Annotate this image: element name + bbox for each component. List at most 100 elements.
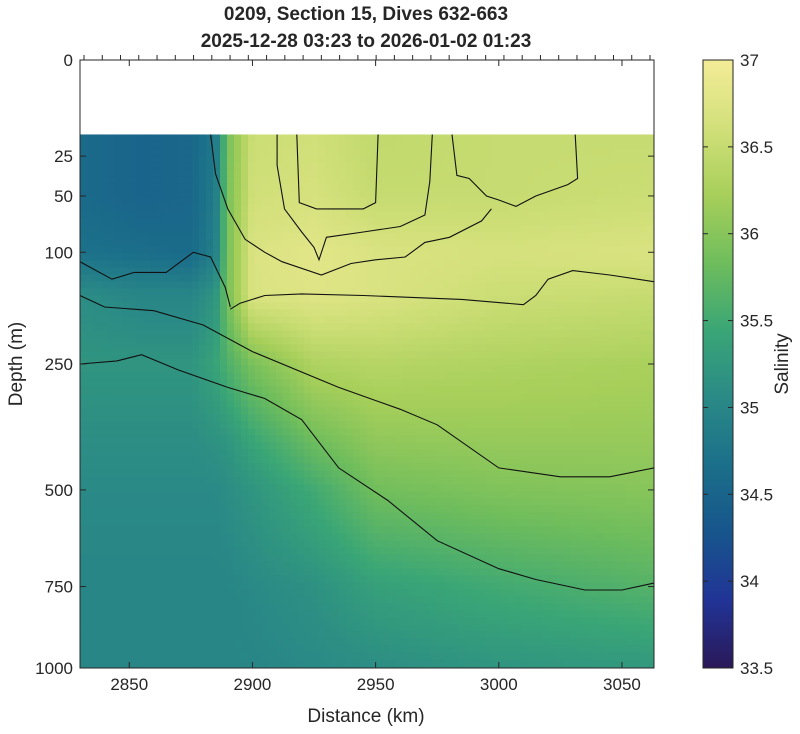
salinity-cell <box>122 323 130 332</box>
salinity-cell <box>283 190 291 199</box>
salinity-cell <box>507 316 515 325</box>
salinity-cell <box>129 400 137 409</box>
salinity-cell <box>269 197 277 206</box>
salinity-cell <box>227 484 235 493</box>
salinity-cell <box>353 302 361 311</box>
salinity-cell <box>234 274 242 283</box>
salinity-cell <box>122 442 130 451</box>
salinity-cell <box>605 393 613 402</box>
salinity-cell <box>605 442 613 451</box>
salinity-cell <box>465 519 473 528</box>
salinity-cell <box>164 134 172 143</box>
salinity-cell <box>269 218 277 227</box>
salinity-cell <box>514 407 522 416</box>
salinity-cell <box>346 477 354 486</box>
salinity-cell <box>521 498 529 507</box>
salinity-cell <box>500 197 508 206</box>
salinity-cell <box>507 218 515 227</box>
salinity-cell <box>598 393 606 402</box>
salinity-cell <box>458 169 466 178</box>
salinity-cell <box>178 260 186 269</box>
salinity-cell <box>101 323 109 332</box>
salinity-cell <box>304 386 312 395</box>
salinity-cell <box>325 218 333 227</box>
salinity-cell <box>521 204 529 213</box>
salinity-cell <box>577 442 585 451</box>
salinity-cell <box>283 197 291 206</box>
salinity-cell <box>374 274 382 283</box>
salinity-cell <box>374 512 382 521</box>
salinity-cell <box>157 288 165 297</box>
salinity-cell <box>136 232 144 241</box>
salinity-cell <box>262 428 270 437</box>
salinity-cell <box>409 470 417 479</box>
salinity-cell <box>577 148 585 157</box>
salinity-cell <box>458 484 466 493</box>
salinity-cell <box>605 386 613 395</box>
salinity-cell <box>143 323 151 332</box>
salinity-cell <box>612 526 620 535</box>
salinity-cell <box>367 498 375 507</box>
salinity-cell <box>353 547 361 556</box>
salinity-cell <box>360 351 368 360</box>
salinity-cell <box>276 470 284 479</box>
salinity-cell <box>220 505 228 514</box>
salinity-cell <box>332 155 340 164</box>
salinity-cell <box>122 253 130 262</box>
salinity-cell <box>479 162 487 171</box>
salinity-cell <box>178 519 186 528</box>
salinity-cell <box>297 400 305 409</box>
salinity-cell <box>528 498 536 507</box>
salinity-cell <box>584 239 592 248</box>
salinity-cell <box>367 204 375 213</box>
salinity-cell <box>115 351 123 360</box>
salinity-cell <box>234 190 242 199</box>
salinity-cell <box>108 204 116 213</box>
salinity-cell <box>199 162 207 171</box>
salinity-cell <box>647 547 654 556</box>
salinity-cell <box>206 218 214 227</box>
salinity-cell <box>360 526 368 535</box>
salinity-cell <box>192 400 200 409</box>
salinity-cell <box>465 176 473 185</box>
salinity-cell <box>248 456 256 465</box>
salinity-cell <box>178 225 186 234</box>
salinity-cell <box>451 505 459 514</box>
salinity-cell <box>619 393 627 402</box>
salinity-cell <box>311 428 319 437</box>
salinity-cell <box>577 470 585 479</box>
salinity-cell <box>367 302 375 311</box>
salinity-cell <box>192 435 200 444</box>
salinity-cell <box>94 225 102 234</box>
salinity-cell <box>248 169 256 178</box>
salinity-cell <box>612 141 620 150</box>
salinity-cell <box>213 477 221 486</box>
salinity-cell <box>164 232 172 241</box>
salinity-cell <box>234 470 242 479</box>
salinity-cell <box>577 155 585 164</box>
salinity-cell <box>591 505 599 514</box>
salinity-cell <box>542 316 550 325</box>
salinity-cell <box>248 211 256 220</box>
salinity-cell <box>178 533 186 542</box>
salinity-cell <box>164 554 172 563</box>
salinity-cell <box>416 407 424 416</box>
salinity-cell <box>451 218 459 227</box>
salinity-cell <box>472 316 480 325</box>
salinity-cell <box>171 519 179 528</box>
salinity-cell <box>472 239 480 248</box>
salinity-cell <box>262 386 270 395</box>
salinity-cell <box>451 169 459 178</box>
salinity-cell <box>311 435 319 444</box>
salinity-cell <box>150 463 158 472</box>
salinity-cell <box>430 344 438 353</box>
salinity-cell <box>549 162 557 171</box>
salinity-cell <box>248 218 256 227</box>
salinity-cell <box>325 134 333 143</box>
salinity-cell <box>570 554 578 563</box>
salinity-cell <box>465 449 473 458</box>
salinity-cell <box>80 526 88 535</box>
salinity-cell <box>500 477 508 486</box>
salinity-cell <box>458 323 466 332</box>
salinity-cell <box>535 435 543 444</box>
